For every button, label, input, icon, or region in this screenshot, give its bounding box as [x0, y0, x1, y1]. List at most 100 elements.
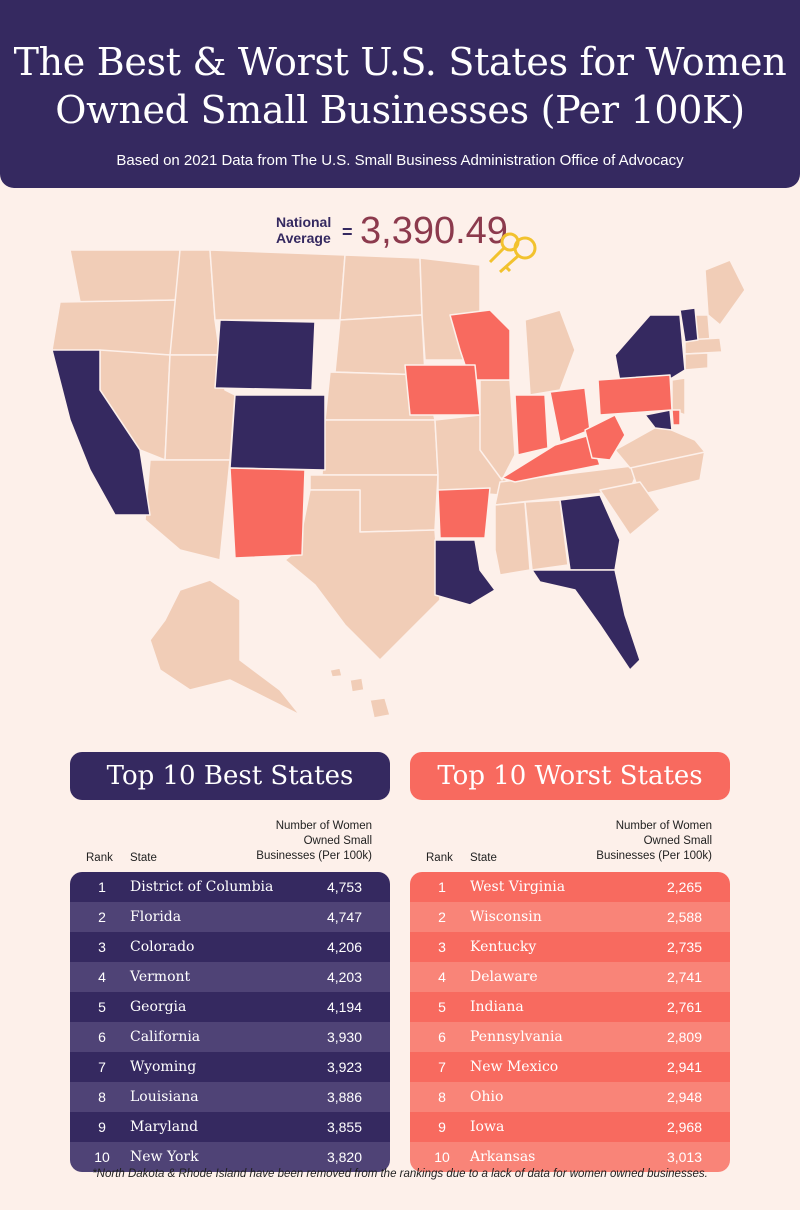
value-cell: 2,761 — [666, 999, 702, 1015]
state-cell: Indiana — [470, 999, 524, 1015]
worst-states-panel: Top 10 Worst States Rank State Number of… — [410, 752, 730, 1172]
state-maryland — [644, 409, 673, 431]
state-ohio — [549, 387, 591, 443]
rank-cell: 3 — [98, 939, 106, 955]
table-row: 5 Indiana 2,761 — [410, 992, 730, 1022]
state-colorado — [229, 394, 326, 471]
value-cell: 2,741 — [666, 969, 702, 985]
value-cell: 4,194 — [326, 999, 362, 1015]
state-cell: Kentucky — [470, 939, 537, 955]
value-cell: 2,968 — [666, 1119, 702, 1135]
state-virginia — [614, 424, 706, 469]
state-cell: California — [130, 1029, 201, 1045]
state-cell: Colorado — [130, 939, 195, 955]
best-col-number-line-1: Number of Women — [275, 820, 372, 832]
table-row: 9 Maryland 3,855 — [70, 1112, 390, 1142]
state-cell: Ohio — [470, 1089, 504, 1105]
state-louisiana — [434, 539, 496, 606]
best-col-number-line-3: Businesses (Per 100k) — [256, 850, 372, 862]
state-cell: Vermont — [130, 969, 191, 985]
state-arizona — [144, 459, 231, 561]
value-cell: 2,265 — [666, 879, 702, 895]
page-subtitle: Based on 2021 Data from The U.S. Small B… — [116, 152, 684, 169]
worst-col-number-line-3: Businesses (Per 100k) — [596, 850, 712, 862]
state-montana — [209, 249, 346, 321]
table-row: 6 California 3,930 — [70, 1022, 390, 1052]
value-cell: 3,855 — [326, 1119, 362, 1135]
rank-cell: 7 — [98, 1059, 106, 1075]
rank-cell: 6 — [98, 1029, 106, 1045]
state-vermont — [679, 307, 699, 343]
best-col-state: State — [130, 852, 157, 864]
national-average-value: 3,390.49 — [360, 210, 508, 252]
table-row: 7 Wyoming 3,923 — [70, 1052, 390, 1082]
value-cell: 3,923 — [326, 1059, 362, 1075]
state-delaware — [671, 409, 681, 426]
best-col-number-line-2: Owned Small — [303, 835, 372, 847]
value-cell: 2,588 — [666, 909, 702, 925]
state-alabama — [524, 499, 569, 571]
state-hawaii — [329, 667, 391, 719]
table-row: 3 Colorado 4,206 — [70, 932, 390, 962]
footnote: *North Dakota & Rhode Island have been r… — [92, 1168, 708, 1180]
value-cell: 2,735 — [666, 939, 702, 955]
worst-column-headers: Rank State Number of Women Owned Small B… — [410, 808, 730, 866]
state-cell: New Mexico — [470, 1059, 559, 1075]
rank-cell: 8 — [438, 1089, 446, 1105]
table-row: 10 Arkansas 3,013 — [410, 1142, 730, 1172]
value-cell: 4,747 — [326, 909, 362, 925]
state-iowa — [404, 364, 481, 416]
rank-cell: 10 — [94, 1149, 110, 1165]
rank-cell: 5 — [438, 999, 446, 1015]
rank-cell: 6 — [438, 1029, 446, 1045]
worst-col-number: Number of Women Owned Small Businesses (… — [596, 819, 712, 864]
state-cell: Wisconsin — [470, 909, 542, 925]
state-idaho — [169, 249, 221, 356]
rank-cell: 5 — [98, 999, 106, 1015]
value-cell: 2,941 — [666, 1059, 702, 1075]
title-line-1: The Best & Worst U.S. States for Women — [13, 40, 787, 84]
state-cell: Georgia — [130, 999, 187, 1015]
state-florida — [531, 569, 641, 671]
state-massachusetts — [684, 337, 723, 355]
worst-states-table: 1 West Virginia 2,265 2 Wisconsin 2,588 3 Kentu… — [410, 872, 730, 1172]
rank-cell: 9 — [438, 1119, 446, 1135]
state-california — [51, 349, 151, 516]
state-indiana — [514, 394, 549, 456]
state-cell: Arkansas — [470, 1149, 536, 1165]
table-row: 1 West Virginia 2,265 — [410, 872, 730, 902]
state-cell: Maryland — [130, 1119, 199, 1135]
rank-cell: 2 — [98, 909, 106, 925]
worst-col-state: State — [470, 852, 497, 864]
table-row: 3 Kentucky 2,735 — [410, 932, 730, 962]
state-cell: West Virginia — [470, 879, 566, 895]
us-map — [51, 232, 746, 719]
state-new-york — [614, 314, 686, 383]
worst-col-number-line-1: Number of Women — [615, 820, 712, 832]
best-states-title: Top 10 Best States — [70, 752, 390, 800]
best-column-headers: Rank State Number of Women Owned Small B… — [70, 808, 390, 866]
state-mississippi — [494, 501, 531, 576]
state-texas — [284, 489, 441, 661]
state-cell: District of Columbia — [130, 879, 274, 895]
state-cell: Florida — [130, 909, 182, 925]
national-average-label-line-2: Average — [276, 230, 331, 246]
national-average: National Average = 3,390.49 — [276, 210, 536, 256]
state-kansas — [321, 419, 439, 476]
key-icon — [488, 232, 537, 274]
rank-cell: 2 — [438, 909, 446, 925]
rank-cell: 4 — [438, 969, 446, 985]
state-wisconsin — [449, 309, 511, 381]
best-states-table: 1 District of Columbia 4,753 2 Florida 4,747 3… — [70, 872, 390, 1172]
state-michigan — [524, 309, 576, 396]
table-row: 2 Wisconsin 2,588 — [410, 902, 730, 932]
state-west-virginia — [584, 414, 626, 461]
best-states-panel: Top 10 Best States Rank State Number of … — [70, 752, 390, 1172]
table-row: 1 District of Columbia 4,753 — [70, 872, 390, 902]
rank-cell: 10 — [434, 1149, 450, 1165]
state-cell: New York — [130, 1149, 199, 1165]
rank-cell: 7 — [438, 1059, 446, 1075]
state-oregon — [51, 299, 181, 356]
state-north-dakota — [339, 254, 423, 321]
title-line-2: Owned Small Businesses (Per 100K) — [55, 88, 745, 132]
